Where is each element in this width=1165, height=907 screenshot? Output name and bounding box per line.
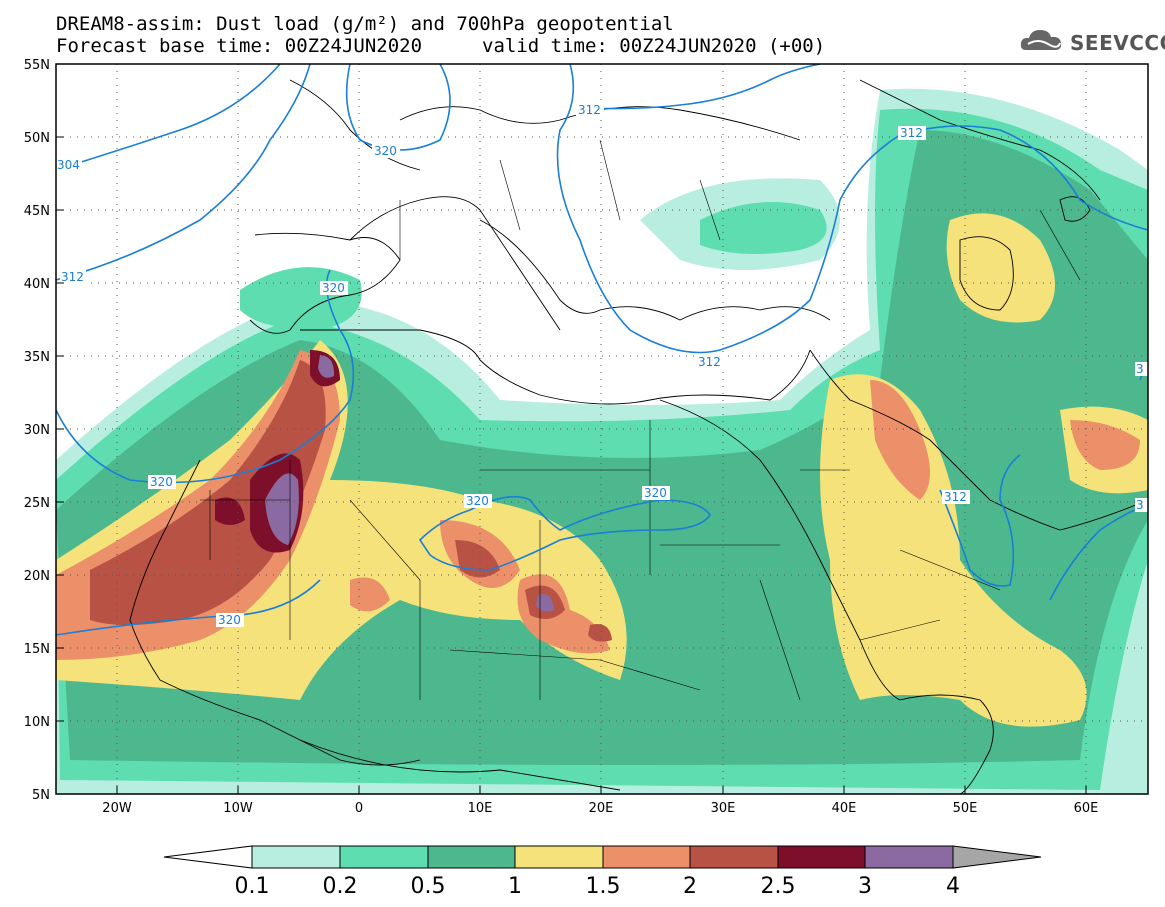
colorbar-tick: 0.1: [235, 874, 270, 899]
lat-label: 10N: [24, 715, 50, 730]
contour-label: 312: [900, 126, 923, 140]
colorbar-arrow-high: [952, 845, 1042, 869]
contour-label: 320: [374, 144, 397, 158]
geopotential-contours: [56, 64, 1148, 636]
lat-label: 40N: [24, 277, 50, 292]
colorbar-segment: [602, 845, 691, 869]
longitude-labels: 20W 10W 0 10E 20E 30E 40E 50E 60E: [102, 801, 1098, 816]
borders: [200, 139, 1081, 701]
lat-label: 15N: [24, 642, 50, 657]
contour-label: 320: [218, 613, 241, 627]
colorbar-arrow-low: [163, 845, 253, 869]
contour-label: 312: [61, 270, 84, 284]
contour-label: 320: [644, 486, 667, 500]
colorbar-segment: [427, 845, 516, 869]
colorbar-tick: 2: [683, 874, 697, 899]
lat-label: 5N: [32, 788, 50, 803]
lat-label: 55N: [24, 58, 50, 73]
contour-label: 3: [1136, 498, 1144, 512]
colorbar-segment: [689, 845, 779, 869]
lon-label: 20E: [589, 801, 614, 816]
colorbar-segment: [251, 845, 341, 869]
colorbar-tick: 2.5: [761, 874, 796, 899]
graticule: [56, 64, 1148, 794]
colorbar-segment: [864, 845, 954, 869]
contour-label: 320: [466, 494, 489, 508]
lon-label: 0: [355, 801, 363, 816]
colorbar-tick: 1.5: [586, 874, 621, 899]
map-title: DREAM8-assim: Dust load (g/m²) and 700hP…: [56, 13, 674, 35]
colorbar-tick: 1: [508, 874, 522, 899]
contour-label: 320: [322, 281, 345, 295]
lat-label: 50N: [24, 131, 50, 146]
lat-label: 20N: [24, 569, 50, 584]
contour-label: 320: [150, 475, 173, 489]
lon-label: 60E: [1074, 801, 1099, 816]
lon-label: 20W: [102, 801, 132, 816]
colorbar-ticks: 0.1 0.2 0.5 1 1.5 2 2.5 3 4: [235, 874, 961, 899]
colorbar: [163, 845, 1042, 869]
contour-label: 3: [1136, 362, 1144, 376]
lat-label: 25N: [24, 496, 50, 511]
colorbar-segment: [514, 845, 604, 869]
lon-label: 40E: [832, 801, 857, 816]
lon-label: 50E: [953, 801, 978, 816]
axis-ticks: [56, 63, 1087, 795]
logo-text: SEEVCCC: [1070, 31, 1165, 55]
contour-label: 312: [578, 103, 601, 117]
coastlines: [129, 79, 1148, 794]
lat-label: 45N: [24, 204, 50, 219]
colorbar-tick: 0.5: [411, 874, 446, 899]
colorbar-tick: 0.2: [323, 874, 358, 899]
colorbar-tick: 4: [946, 874, 960, 899]
lon-label: 10W: [223, 801, 253, 816]
contour-label: 304: [57, 158, 80, 172]
contour-label: 312: [698, 355, 721, 369]
seevccc-logo: SEEVCCC: [1018, 24, 1165, 58]
valid-time: valid time: 00Z24JUN2020 (+00): [482, 35, 826, 57]
contour-labels: 304 312 320 320 320 320 320 312 312 312 …: [56, 103, 1148, 627]
latitude-labels: 55N 50N 45N 40N 35N 30N 25N 20N 15N 10N …: [24, 58, 50, 803]
lon-label: 30E: [711, 801, 736, 816]
cloud-icon: [1020, 30, 1062, 50]
lat-label: 35N: [24, 350, 50, 365]
colorbar-segment: [339, 845, 429, 869]
colorbar-tick: 3: [858, 874, 872, 899]
contour-label: 312: [944, 490, 967, 504]
lat-label: 30N: [24, 423, 50, 438]
colorbar-segment: [777, 845, 866, 869]
forecast-base-time: Forecast base time: 00Z24JUN2020: [56, 35, 423, 57]
lon-label: 10E: [468, 801, 493, 816]
